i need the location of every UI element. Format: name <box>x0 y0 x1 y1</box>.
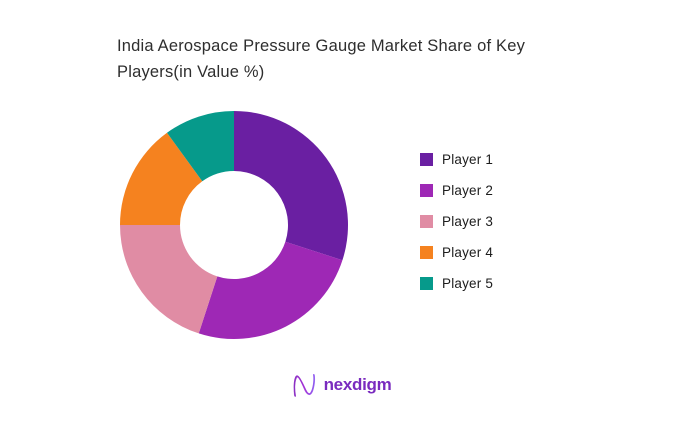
donut-segment-player-2 <box>198 241 343 340</box>
donut-segment-player-1 <box>234 111 349 261</box>
legend-swatch-player-4 <box>420 246 433 259</box>
legend-item-player-2: Player 2 <box>420 184 493 197</box>
donut-segment-player-5 <box>166 111 234 182</box>
chart-title: India Aerospace Pressure Gauge Market Sh… <box>117 33 617 85</box>
legend-item-player-1: Player 1 <box>420 153 493 166</box>
brand-wordmark: nexdigm <box>323 375 392 394</box>
legend-label-player-2: Player 2 <box>442 183 494 198</box>
legend-swatch-player-2 <box>420 184 433 197</box>
donut-segment-player-3 <box>120 225 218 334</box>
chart-title-line-2: Players(in Value %) <box>117 63 265 81</box>
legend-label-player-5: Player 5 <box>442 276 494 291</box>
legend-item-player-5: Player 5 <box>420 277 493 290</box>
legend-item-player-4: Player 4 <box>420 246 493 259</box>
legend-swatch-player-5 <box>420 277 433 290</box>
legend-swatch-player-1 <box>420 153 433 166</box>
legend-item-player-3: Player 3 <box>420 215 493 228</box>
legend-swatch-player-3 <box>420 215 433 228</box>
legend-label-player-1: Player 1 <box>442 152 494 167</box>
nexdigm-logo-icon <box>293 373 315 397</box>
chart-legend: Player 1 Player 2 Player 3 Player 4 Play… <box>420 153 493 290</box>
chart-title-line-1: India Aerospace Pressure Gauge Market Sh… <box>117 37 526 55</box>
donut-segment-player-4 <box>120 132 203 225</box>
brand-footer: nexdigm <box>0 370 682 400</box>
legend-label-player-4: Player 4 <box>442 245 494 260</box>
legend-label-player-3: Player 3 <box>442 214 494 229</box>
donut-chart <box>120 111 349 340</box>
